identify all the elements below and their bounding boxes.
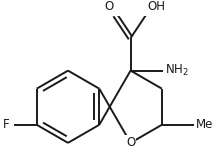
Text: OH: OH: [148, 0, 166, 13]
Text: O: O: [104, 0, 113, 13]
Text: Me: Me: [196, 118, 214, 131]
Text: NH$_2$: NH$_2$: [165, 63, 189, 78]
Text: F: F: [3, 118, 10, 131]
Text: O: O: [126, 136, 135, 149]
